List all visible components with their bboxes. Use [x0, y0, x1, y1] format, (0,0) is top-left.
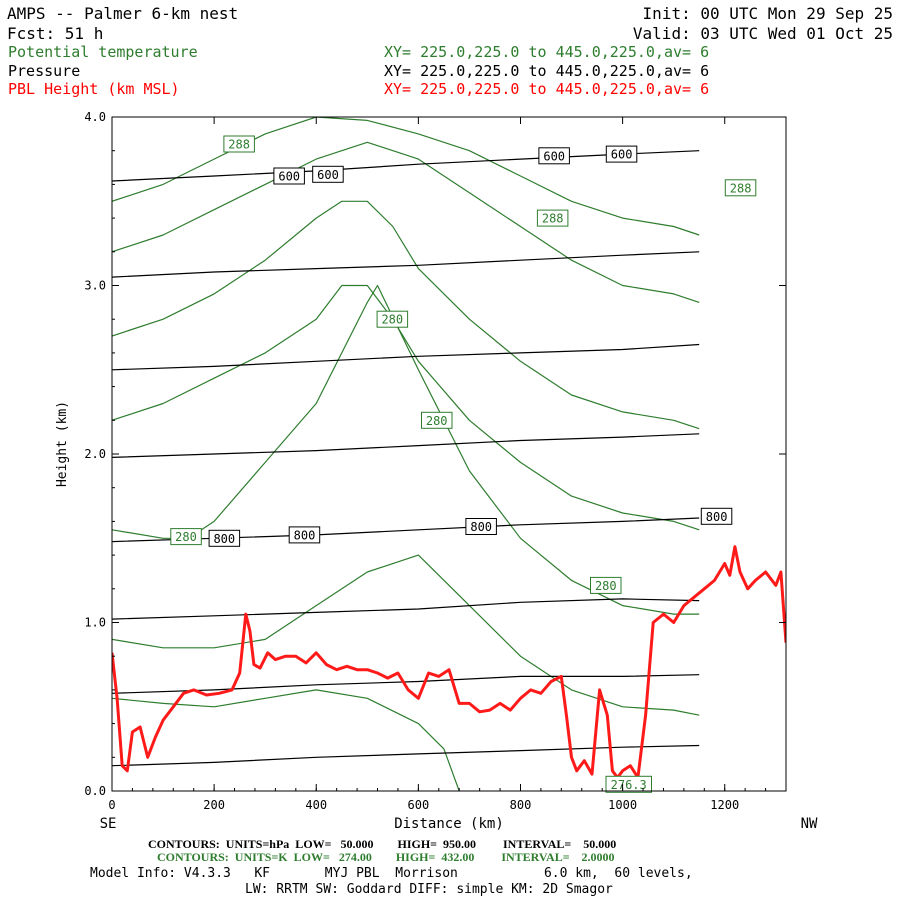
footer-contours-pressure: CONTOURS: UNITS=hPa LOW= 50.000 HIGH= 95… [148, 837, 616, 851]
pressure-label-box [273, 167, 305, 185]
x-tick-label: 400 [305, 798, 327, 812]
theta-contour-label: 288 [223, 135, 255, 153]
theta-label-box [376, 310, 409, 328]
footer-contours-theta: CONTOURS: UNITS=K LOW= 274.00 HIGH= 432.… [157, 850, 615, 864]
pressure-label-text: 800 [470, 520, 492, 534]
field-info-theta: XY= 225.0,225.0 to 445.0,225.0,av= 6 [384, 43, 709, 61]
se-end-label: SE [100, 816, 117, 832]
pressure-contour-label: 600 [538, 147, 570, 165]
y-tick-label: 0.0 [84, 784, 106, 798]
series-line-pressure-6 [112, 251, 700, 278]
pressure-contour-label: 600 [605, 145, 638, 163]
pressure-label-box [465, 518, 497, 535]
pressure-label-box [700, 507, 733, 525]
y-axis-label: Height (km) [55, 401, 70, 487]
field-info-pressure: XY= 225.0,225.0 to 445.0,225.0,av= 6 [384, 62, 709, 80]
theta-label-box [170, 528, 202, 546]
field-info-pbl: XY= 225.0,225.0 to 445.0,225.0,av= 6 [384, 80, 709, 98]
x-tick-label: 1000 [608, 798, 637, 812]
x-tick-label: 0 [108, 798, 115, 812]
theta-label-text: 280 [381, 313, 403, 327]
pressure-label-text: 600 [543, 149, 565, 163]
pressure-label-text: 600 [611, 148, 633, 162]
pressure-label-box [208, 529, 241, 547]
footer-model-info: Model Info: V4.3.3 KF MYJ PBL Morrison 6… [90, 866, 693, 881]
series-line-pressure-5 [112, 343, 700, 371]
theta-contour-label: 288 [724, 179, 757, 197]
x-tick-label: 600 [408, 798, 430, 812]
footer-physics: LW: RRTM SW: Goddard DIFF: simple KM: 2D… [245, 882, 613, 897]
theta-label-box [421, 411, 453, 429]
theta-label-text: 288 [542, 212, 564, 226]
theta-label-text: 276.3 [611, 778, 647, 792]
field-name-theta: Potential temperature [8, 43, 198, 61]
y-tick-label: 4.0 [84, 110, 106, 124]
theta-label-text: 288 [228, 138, 250, 152]
series-line-pressure-0 [112, 744, 700, 767]
pressure-contour-label: 600 [312, 165, 344, 183]
theta-label-text: 280 [426, 414, 448, 428]
theta-contour-label: 276.3 [605, 775, 652, 793]
series-line-theta-6 [112, 689, 460, 791]
series-line-pressure-4 [112, 433, 700, 458]
contour-labels-layer: 600 600 600 600 800 800 800 800 288 288 288 280 280 2… [170, 135, 757, 793]
theta-label-text: 288 [730, 181, 752, 195]
theta-contour-label: 288 [536, 209, 569, 227]
x-tick-label: 1200 [710, 798, 739, 812]
pressure-label-box [605, 145, 638, 163]
series-line-pressure-1 [112, 674, 700, 694]
pressure-contour-label: 600 [273, 167, 305, 185]
pressure-label-text: 800 [706, 510, 728, 524]
pressure-label-box [312, 165, 344, 183]
theta-label-text: 280 [175, 530, 197, 544]
init-time: Init: 00 UTC Mon 29 Sep 25 [643, 4, 893, 23]
field-name-pressure: Pressure [8, 62, 80, 80]
pressure-contour-label: 800 [288, 526, 321, 544]
series-line-theta-2 [112, 200, 700, 430]
pressure-label-text: 800 [294, 528, 316, 542]
series-line-theta-0 [112, 117, 700, 236]
theta-contour-label: 280 [421, 411, 453, 429]
pressure-label-text: 600 [317, 168, 339, 182]
series-line-theta-5 [112, 554, 700, 716]
series-layer [112, 117, 786, 791]
theta-label-box [605, 775, 652, 793]
theta-contour-label: 280 [590, 576, 622, 594]
series-line-pbl-0 [112, 545, 786, 779]
pressure-contour-label: 800 [208, 529, 241, 547]
x-tick-label: 800 [510, 798, 532, 812]
pressure-label-box [288, 526, 321, 544]
series-line-theta-1 [112, 141, 700, 303]
theta-label-box [724, 179, 757, 197]
pressure-contour-label: 800 [465, 518, 497, 535]
valid-time: Valid: 03 UTC Wed 01 Oct 25 [633, 24, 893, 43]
theta-contour-label: 280 [376, 310, 409, 328]
y-tick-label: 1.0 [84, 616, 106, 630]
axes-layer: 0.0 1.0 2.0 3.0 4.0 0 200 400 600 800 1000 1200 [84, 110, 787, 812]
pressure-label-text: 600 [278, 170, 300, 184]
nw-end-label: NW [801, 816, 818, 832]
x-axis-label: Distance (km) [394, 816, 504, 832]
pressure-label-text: 800 [213, 532, 235, 546]
forecast-hour: Fcst: 51 h [7, 24, 103, 43]
y-tick-label: 2.0 [84, 447, 106, 461]
x-tick-label: 200 [203, 798, 225, 812]
plot-title: AMPS -- Palmer 6-km nest [7, 4, 238, 23]
series-line-pressure-2 [112, 598, 700, 620]
theta-label-box [590, 576, 622, 594]
pressure-contour-label: 800 [700, 507, 733, 525]
series-line-theta-4 [112, 284, 700, 615]
theta-label-box [536, 209, 569, 227]
y-tick-label: 3.0 [84, 279, 106, 293]
theta-label-box [223, 135, 255, 153]
theta-label-text: 280 [595, 579, 617, 593]
pressure-label-box [538, 147, 570, 165]
theta-contour-label: 280 [170, 528, 202, 546]
field-name-pbl: PBL Height (km MSL) [8, 80, 180, 98]
